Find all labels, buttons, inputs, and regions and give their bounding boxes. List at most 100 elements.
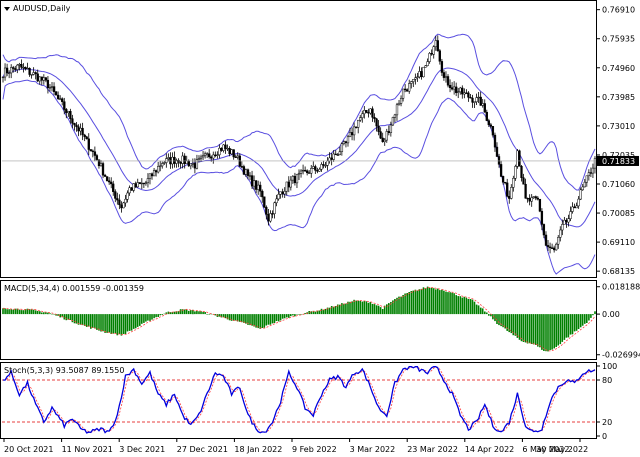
price-pane[interactable] — [1, 33, 597, 275]
macd-tick-label: 0.00 — [602, 310, 620, 319]
macd-bar — [341, 303, 343, 315]
candle-body — [257, 184, 260, 190]
macd-bar — [392, 300, 394, 315]
macd-bar — [455, 295, 457, 315]
candle-body — [563, 219, 566, 225]
stoch-pane[interactable] — [2, 366, 596, 434]
macd-bar — [271, 314, 274, 324]
candle-body — [159, 165, 162, 167]
candle-body — [461, 87, 464, 95]
candle-body — [54, 91, 58, 96]
candle-body — [87, 138, 90, 150]
candle-body — [10, 67, 13, 74]
macd-bar — [102, 314, 104, 332]
macd-bar — [73, 314, 76, 324]
macd-bar — [453, 293, 455, 315]
macd-bar — [277, 314, 280, 322]
candle-body — [418, 71, 421, 78]
candle-body — [446, 76, 450, 86]
candle-body — [112, 183, 115, 192]
macd-bar — [353, 299, 355, 315]
candle-body — [161, 163, 164, 167]
macd-bar — [237, 314, 239, 322]
macd-bar — [230, 314, 233, 321]
candle-body — [303, 169, 307, 172]
candle-body — [214, 154, 217, 156]
macd-bar — [261, 314, 264, 328]
candle-body — [42, 77, 45, 81]
candle-body — [69, 111, 72, 120]
macd-bar — [435, 289, 437, 315]
macd-bar — [202, 311, 204, 315]
candle-body — [3, 67, 7, 78]
candle-body — [263, 196, 266, 208]
macd-bar — [8, 309, 10, 315]
candle-body — [369, 108, 372, 114]
macd-bar — [28, 309, 31, 315]
candle-body — [259, 184, 262, 192]
chart-title: AUDUSD,Daily — [4, 4, 71, 13]
candle-body — [318, 169, 321, 172]
macd-bar — [508, 314, 510, 333]
candle-body — [63, 101, 66, 110]
candle-body — [297, 172, 301, 175]
macd-bar — [128, 314, 131, 331]
dropdown-triangle-icon[interactable] — [4, 7, 10, 11]
candle-body — [416, 76, 419, 79]
macd-pane[interactable] — [2, 286, 596, 352]
macd-bar — [339, 304, 341, 315]
date-tick-label: 23 Mar 2022 — [407, 445, 458, 454]
candle-body — [375, 118, 378, 127]
candle-body — [587, 172, 591, 177]
candle-body — [299, 170, 303, 174]
candle-body — [146, 178, 150, 184]
macd-bar — [324, 308, 327, 315]
macd-bar — [257, 314, 259, 329]
candle-body — [393, 114, 397, 118]
macd-bar — [551, 314, 553, 350]
candle-body — [103, 174, 107, 177]
candle-body — [306, 170, 309, 174]
macd-bar — [304, 313, 306, 315]
macd-bar — [222, 314, 225, 318]
candle-body — [65, 109, 68, 113]
candle-body — [493, 134, 497, 148]
macd-bar — [414, 289, 417, 315]
candle-body — [136, 182, 139, 188]
macd-bar — [79, 314, 82, 325]
macd-bar — [504, 314, 506, 329]
macd-bar — [543, 314, 545, 351]
macd-bar — [351, 301, 353, 315]
macd-bar — [326, 307, 329, 315]
macd-bar — [461, 297, 464, 315]
macd-bar — [379, 307, 382, 315]
candle-body — [569, 211, 572, 219]
macd-bar — [404, 293, 406, 315]
macd-bar — [357, 300, 359, 315]
stoch-pane-title: Stoch(5,3,3) 93.5087 89.1550 — [4, 366, 124, 375]
macd-bar — [210, 313, 212, 315]
candle-body — [432, 46, 435, 55]
macd-bar — [498, 314, 500, 326]
candle-body — [428, 53, 431, 62]
macd-bar — [555, 314, 557, 347]
candle-body — [489, 124, 493, 127]
macd-bar — [43, 312, 45, 315]
macd-bar — [343, 303, 345, 315]
candle-body — [91, 150, 94, 152]
candle-body — [457, 91, 460, 93]
candle-body — [426, 61, 429, 66]
candle-body — [179, 161, 182, 164]
candle-body — [222, 144, 225, 151]
candle-body — [381, 137, 384, 142]
candle-body — [389, 124, 393, 133]
candle-body — [320, 164, 323, 170]
macd-bar — [188, 310, 190, 315]
candle-body — [499, 164, 503, 177]
macd-bar — [588, 314, 590, 321]
macd-bar — [500, 314, 502, 327]
candle-body — [279, 191, 282, 195]
candle-body — [269, 213, 272, 222]
candle-body — [575, 205, 578, 209]
